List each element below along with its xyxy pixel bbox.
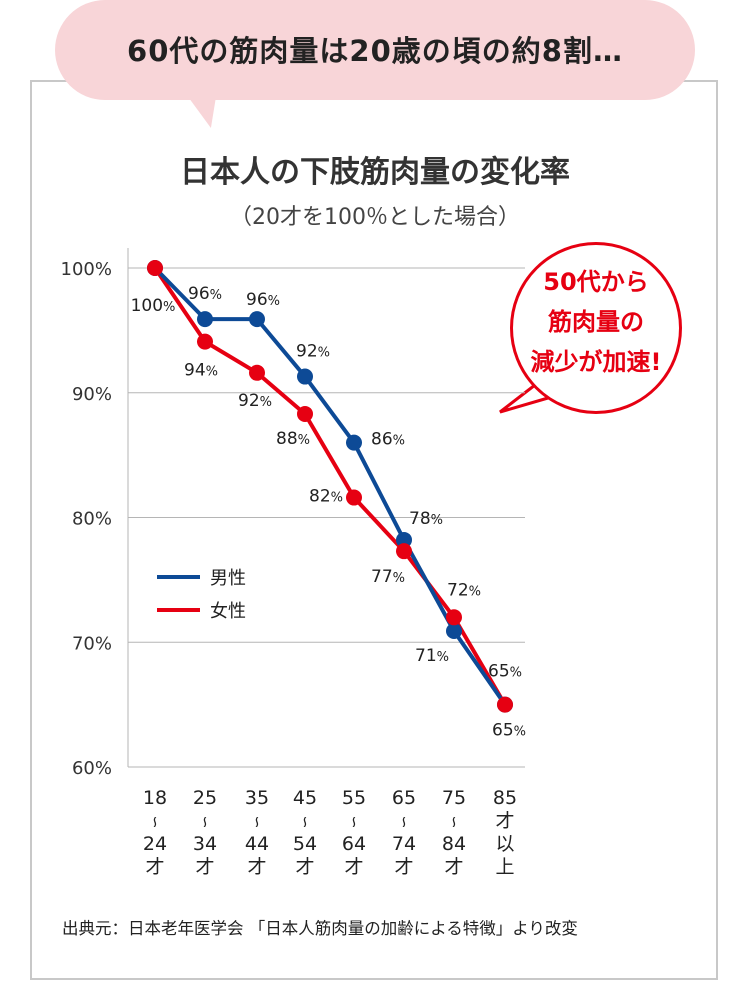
data-point-male bbox=[346, 434, 362, 451]
series-line-female bbox=[153, 266, 507, 706]
data-point-male bbox=[446, 623, 462, 640]
callout-line: 筋肉量の bbox=[548, 308, 644, 336]
y-tick-label: 100% bbox=[61, 259, 112, 280]
x-tick-label: 才 bbox=[145, 856, 164, 878]
x-tick-label: ∽ bbox=[248, 815, 267, 828]
data-label: 96% bbox=[188, 284, 222, 304]
x-tick-label: 84 bbox=[442, 833, 466, 855]
data-point-female bbox=[396, 543, 412, 560]
x-tick-label: 25 bbox=[193, 787, 217, 809]
y-tick-label: 70% bbox=[72, 633, 112, 654]
x-tick-label: 44 bbox=[245, 833, 269, 855]
callout-bubble bbox=[510, 242, 682, 414]
x-tick-label: 75 bbox=[442, 787, 466, 809]
data-point-female bbox=[197, 333, 213, 350]
legend-label: 男性 bbox=[210, 568, 246, 589]
x-tick-label: 55 bbox=[342, 787, 366, 809]
data-point-male bbox=[396, 531, 412, 548]
x-tick-label: 18 bbox=[143, 787, 167, 809]
y-tick-label: 80% bbox=[72, 509, 112, 530]
x-tick-label: 才 bbox=[247, 856, 266, 878]
headline-bubble bbox=[55, 0, 695, 100]
data-label: 82% bbox=[309, 487, 343, 507]
x-tick-label: 才 bbox=[444, 856, 463, 878]
data-label: 94% bbox=[184, 361, 218, 381]
data-label: 71% bbox=[415, 646, 449, 666]
data-label: 86% bbox=[371, 430, 405, 450]
y-tick-label: 60% bbox=[72, 758, 112, 779]
x-tick-label: 64 bbox=[342, 833, 366, 855]
x-tick-label: 才 bbox=[344, 856, 363, 878]
chart-title: 日本人の下肢筋肉量の変化率 bbox=[180, 155, 570, 190]
y-tick-label: 90% bbox=[72, 384, 112, 405]
callout-text: 50代から 筋肉量の 減少が加速! bbox=[510, 262, 682, 382]
data-point-female bbox=[249, 364, 265, 381]
headline: 60代の筋肉量は20歳の頃の約8割… bbox=[127, 34, 623, 68]
chart-subtitle: （20才を100％とした場合） bbox=[230, 205, 520, 230]
data-label: 100% bbox=[131, 296, 176, 316]
x-tick-label: 上 bbox=[495, 856, 514, 878]
data-label: 88% bbox=[276, 429, 310, 449]
data-point-female bbox=[446, 609, 462, 626]
x-tick-label: ∽ bbox=[345, 815, 364, 828]
data-point-male bbox=[249, 311, 265, 328]
x-tick-label: ∽ bbox=[445, 815, 464, 828]
data-point-male bbox=[297, 368, 313, 385]
x-tick-label: ∽ bbox=[196, 815, 215, 828]
data-label: 65% bbox=[488, 662, 522, 682]
x-tick-label: 45 bbox=[293, 787, 317, 809]
series-line-male bbox=[153, 266, 507, 706]
data-label: 92% bbox=[238, 391, 272, 411]
x-tick-label: 以 bbox=[495, 833, 514, 855]
callout-tail bbox=[499, 383, 549, 414]
data-point-female bbox=[346, 489, 362, 506]
callout-line: 減少が加速! bbox=[530, 348, 662, 376]
legend-label: 女性 bbox=[210, 601, 246, 622]
callout-line: 50代から bbox=[543, 268, 649, 296]
x-tick-label: 54 bbox=[293, 833, 317, 855]
x-tick-label: 才 bbox=[295, 856, 314, 878]
data-label: 78% bbox=[409, 509, 443, 529]
x-tick-label: 才 bbox=[495, 810, 514, 832]
source-note: 出典元：日本老年医学会 「日本人筋肉量の加齢による特徴」より改変 bbox=[62, 919, 578, 938]
x-tick-label: 34 bbox=[193, 833, 217, 855]
x-tick-label: 74 bbox=[392, 833, 416, 855]
x-tick-label: 才 bbox=[195, 856, 214, 878]
data-label: 77% bbox=[371, 567, 405, 587]
x-tick-label: 35 bbox=[245, 787, 269, 809]
data-point-female bbox=[497, 696, 513, 713]
x-tick-label: ∽ bbox=[395, 815, 414, 828]
chart-frame bbox=[30, 80, 718, 980]
x-tick-label: ∽ bbox=[146, 815, 165, 828]
x-tick-label: 24 bbox=[143, 833, 167, 855]
x-tick-label: 85 bbox=[493, 787, 517, 809]
x-tick-label: 才 bbox=[394, 856, 413, 878]
data-point-female bbox=[297, 405, 313, 422]
x-tick-label: ∽ bbox=[296, 815, 315, 828]
data-label: 96% bbox=[246, 290, 280, 310]
x-tick-label: 65 bbox=[392, 787, 416, 809]
data-label: 72% bbox=[447, 580, 481, 600]
data-point-male bbox=[197, 311, 213, 328]
data-label: 65% bbox=[492, 721, 526, 741]
data-label: 92% bbox=[296, 342, 330, 362]
data-point-female bbox=[147, 260, 163, 276]
